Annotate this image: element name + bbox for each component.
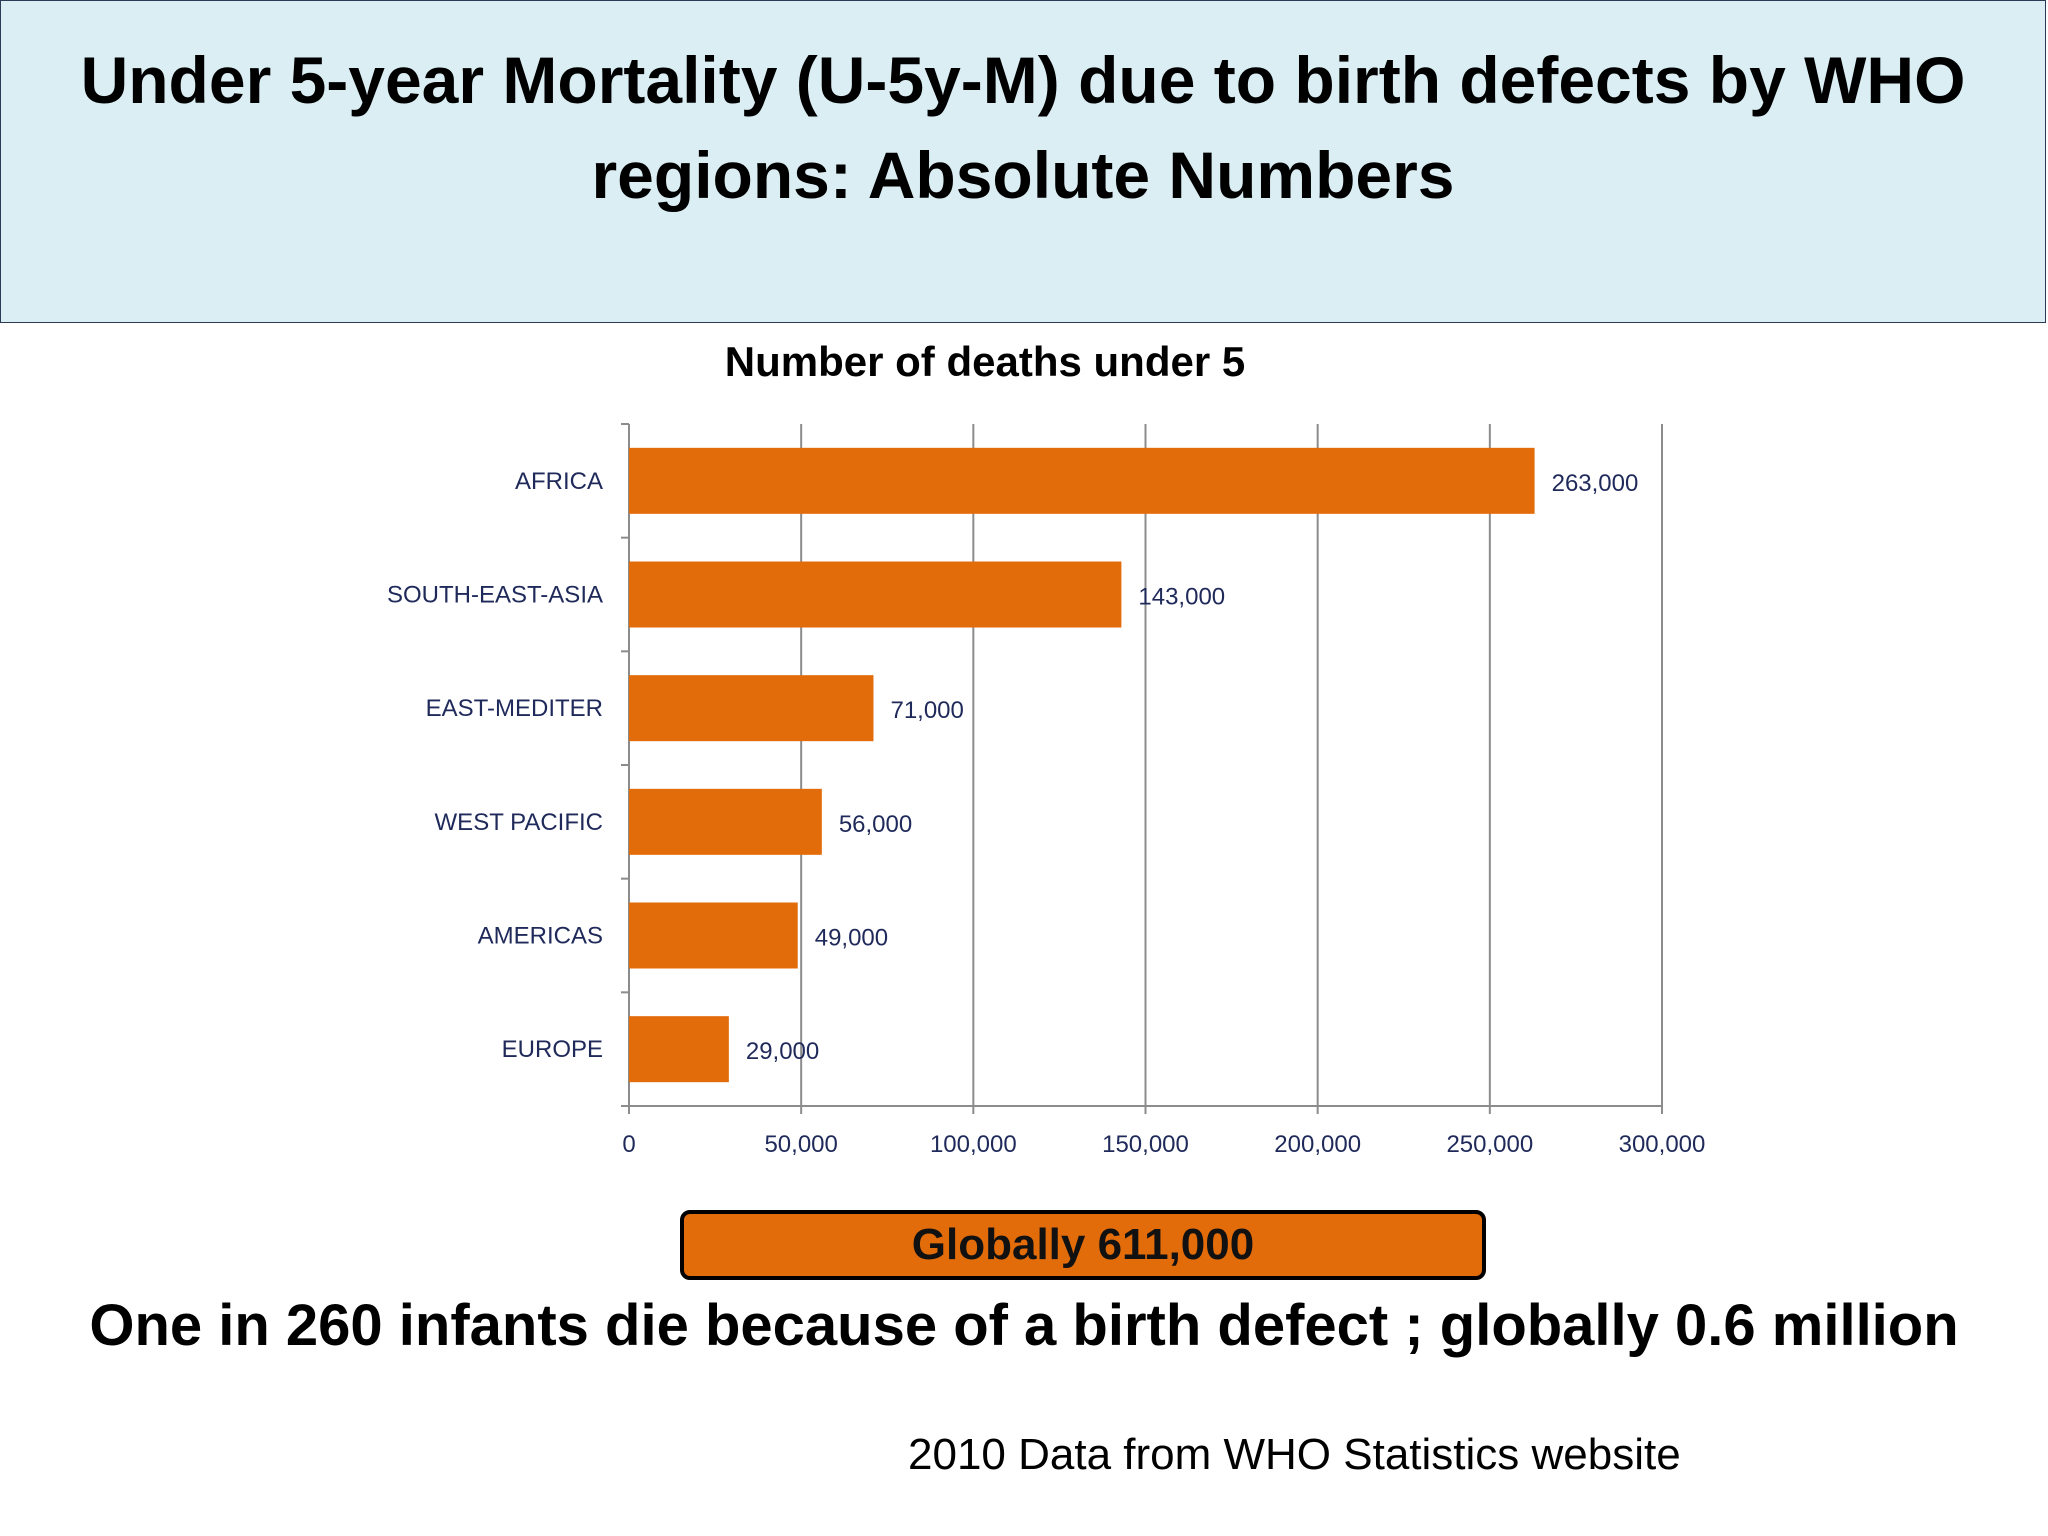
data-label: 49,000 (815, 925, 888, 952)
x-tick-label: 100,000 (930, 1131, 1017, 1158)
bar (629, 902, 798, 969)
global-total-label: Globally 611,000 (911, 1220, 1255, 1269)
bar (629, 1016, 729, 1083)
data-label: 29,000 (746, 1038, 819, 1065)
category-label: AMERICAS (478, 923, 603, 950)
x-tick-label: 50,000 (764, 1131, 837, 1158)
global-total-box: Globally 611,000 (680, 1210, 1486, 1280)
data-label: 263,000 (1552, 470, 1639, 497)
x-tick-label: 250,000 (1446, 1131, 1533, 1158)
category-label: SOUTH-EAST-ASIA (387, 582, 603, 609)
source-note: 2010 Data from WHO Statistics website (908, 1430, 1681, 1479)
bar (629, 675, 874, 742)
x-tick-label: 300,000 (1619, 1131, 1706, 1158)
bar (629, 447, 1535, 514)
category-label: EUROPE (502, 1036, 603, 1063)
category-label: EAST-MEDITER (426, 695, 603, 722)
bar (629, 561, 1122, 628)
bar (629, 788, 822, 855)
x-tick-label: 150,000 (1102, 1131, 1189, 1158)
chart-title: Number of deaths under 5 (724, 338, 1246, 385)
data-label: 71,000 (890, 697, 963, 724)
x-tick-label: 0 (622, 1131, 635, 1158)
category-label: AFRICA (515, 468, 603, 495)
title-banner: Under 5-year Mortality (U-5y-M) due to b… (0, 0, 2046, 323)
category-label: WEST PACIFIC (435, 809, 603, 836)
bar-chart: 0 50,000 100,000 150,000 200,000 250,000 300,0… (387, 423, 1706, 1158)
summary-statement: One in 260 infants die because of a birt… (89, 1293, 1959, 1358)
data-label: 56,000 (839, 811, 912, 838)
x-tick-label: 200,000 (1274, 1131, 1361, 1158)
slide-title: Under 5-year Mortality (U-5y-M) due to b… (80, 43, 1966, 212)
data-label: 143,000 (1138, 584, 1225, 611)
